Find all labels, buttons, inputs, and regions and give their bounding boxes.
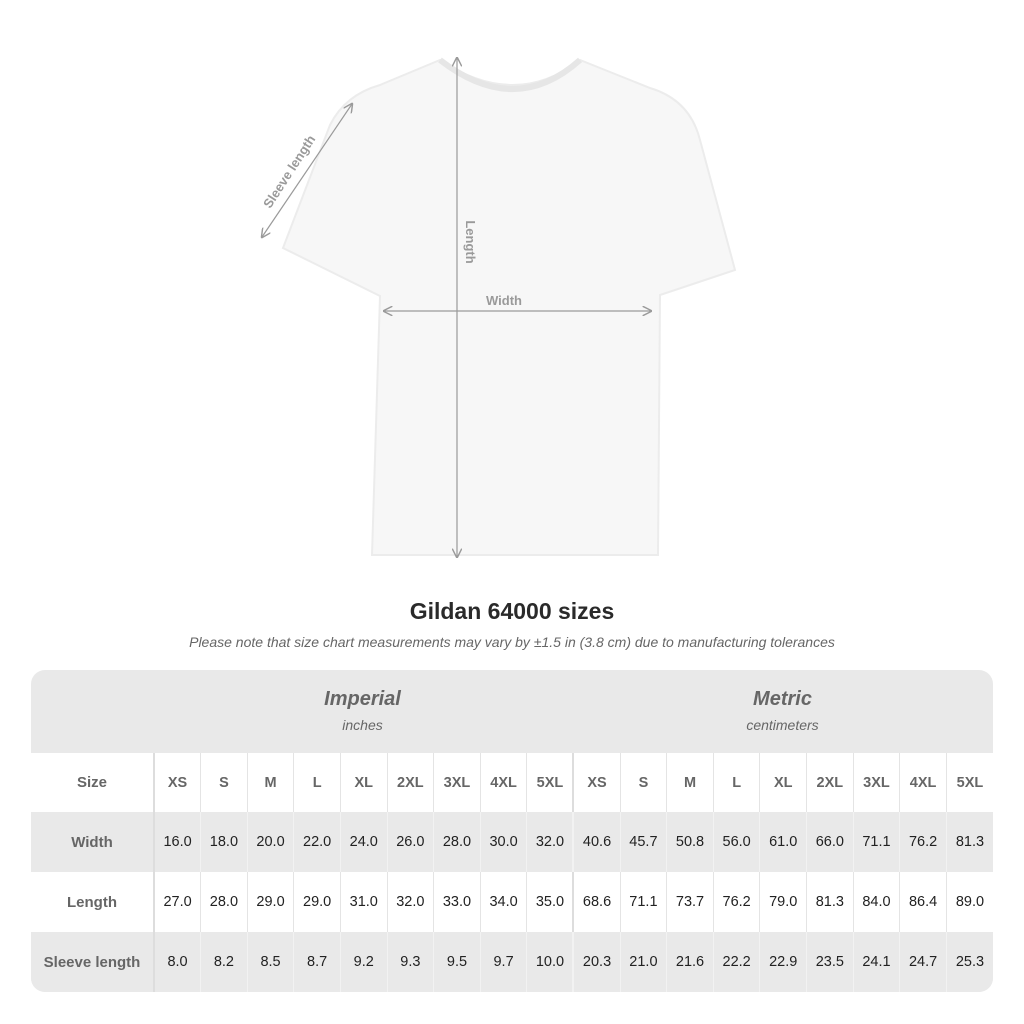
metric-value-cell: 66.0 (806, 812, 854, 872)
imperial-value-cell: 31.0 (339, 872, 388, 932)
imperial-size-xl: XL (339, 753, 388, 812)
width-label: Width (486, 293, 522, 308)
metric-size-4xl: 4XL (899, 753, 947, 812)
metric-size-xl: XL (759, 753, 807, 812)
metric-value-cell: 71.1 (852, 812, 900, 872)
imperial-value-cell: 24.0 (339, 812, 388, 872)
metric-value-cell: 21.0 (619, 932, 667, 992)
metric-value-cell: 71.1 (619, 872, 667, 932)
size-grid: Size XS S M L XL 2XL 3XL 4XL 5XL XS S M L XL 2XL 3XL 4XL 5… (31, 753, 993, 992)
tshirt-diagram: Sleeve length Length Width (260, 0, 737, 580)
imperial-size-3xl: 3XL (433, 753, 481, 812)
sleeve-length-line (262, 104, 352, 237)
imperial-title: Imperial (324, 688, 401, 710)
metric-value-cell: 40.6 (572, 812, 621, 872)
metric-value-cell: 45.7 (619, 812, 667, 872)
imperial-header: Imperial inches (153, 670, 572, 753)
tolerance-note: Please note that size chart measurements… (189, 634, 835, 650)
metric-value-cell: 24.7 (899, 932, 947, 992)
metric-value-cell: 25.3 (945, 932, 993, 992)
imperial-value-cell: 35.0 (526, 872, 574, 932)
metric-header: Metric centimeters (572, 670, 993, 753)
imperial-unit: inches (342, 717, 383, 733)
metric-size-m: M (666, 753, 714, 812)
metric-value-cell: 50.8 (666, 812, 714, 872)
imperial-value-cell: 18.0 (200, 812, 248, 872)
size-label: Size (31, 753, 155, 812)
imperial-size-l: L (293, 753, 341, 812)
metric-value-cell: 61.0 (759, 812, 807, 872)
imperial-value-cell: 22.0 (293, 812, 341, 872)
imperial-value-cell: 28.0 (200, 872, 248, 932)
row-label: Sleeve length (31, 932, 155, 992)
size-header-row: Size XS S M L XL 2XL 3XL 4XL 5XL XS S M L XL 2XL 3XL 4XL 5… (31, 753, 993, 812)
metric-size-l: L (712, 753, 760, 812)
metric-value-cell: 24.1 (852, 932, 900, 992)
table-row: Width 16.0 18.0 20.0 22.0 24.0 26.0 28.0 30.0 32.… (31, 812, 993, 872)
imperial-value-cell: 33.0 (433, 872, 481, 932)
imperial-value-cell: 28.0 (433, 812, 481, 872)
metric-value-cell: 73.7 (666, 872, 714, 932)
length-label: Length (463, 220, 478, 263)
imperial-value-cell: 20.0 (246, 812, 294, 872)
imperial-size-xs: XS (153, 753, 201, 812)
imperial-value-cell: 26.0 (386, 812, 434, 872)
metric-unit: centimeters (746, 717, 819, 733)
imperial-size-2xl: 2XL (386, 753, 434, 812)
imperial-value-cell: 9.7 (479, 932, 527, 992)
metric-value-cell: 56.0 (712, 812, 760, 872)
imperial-value-cell: 9.2 (339, 932, 388, 992)
metric-value-cell: 76.2 (899, 812, 947, 872)
row-label: Width (31, 812, 155, 872)
metric-title: Metric (753, 688, 812, 710)
imperial-size-s: S (200, 753, 248, 812)
table-row: Sleeve length 8.0 8.2 8.5 8.7 9.2 9.3 9.5 9.7 10.… (31, 932, 993, 992)
metric-value-cell: 21.6 (666, 932, 714, 992)
table-row: Length 27.0 28.0 29.0 29.0 31.0 32.0 33.0 34.0 35… (31, 872, 993, 932)
imperial-value-cell: 32.0 (386, 872, 434, 932)
metric-size-3xl: 3XL (852, 753, 900, 812)
imperial-value-cell: 32.0 (526, 812, 574, 872)
metric-value-cell: 23.5 (806, 932, 854, 992)
imperial-value-cell: 29.0 (293, 872, 341, 932)
metric-value-cell: 81.3 (945, 812, 993, 872)
imperial-value-cell: 8.7 (293, 932, 341, 992)
imperial-size-5xl: 5XL (526, 753, 574, 812)
size-table: Imperial inches Metric centimeters Size X… (31, 670, 993, 992)
imperial-value-cell: 9.3 (386, 932, 434, 992)
metric-value-cell: 76.2 (712, 872, 760, 932)
metric-value-cell: 68.6 (572, 872, 621, 932)
imperial-value-cell: 34.0 (479, 872, 527, 932)
metric-size-xs: XS (572, 753, 621, 812)
imperial-value-cell: 16.0 (153, 812, 201, 872)
imperial-size-4xl: 4XL (479, 753, 527, 812)
metric-value-cell: 84.0 (852, 872, 900, 932)
imperial-size-m: M (246, 753, 294, 812)
metric-size-5xl: 5XL (945, 753, 993, 812)
metric-value-cell: 22.2 (712, 932, 760, 992)
imperial-value-cell: 9.5 (433, 932, 481, 992)
imperial-value-cell: 8.5 (246, 932, 294, 992)
imperial-value-cell: 8.0 (153, 932, 201, 992)
metric-value-cell: 79.0 (759, 872, 807, 932)
imperial-value-cell: 10.0 (526, 932, 574, 992)
metric-value-cell: 86.4 (899, 872, 947, 932)
metric-value-cell: 81.3 (806, 872, 854, 932)
metric-size-2xl: 2XL (806, 753, 854, 812)
page-title: Gildan 64000 sizes (409, 598, 615, 624)
metric-value-cell: 22.9 (759, 932, 807, 992)
imperial-value-cell: 8.2 (200, 932, 248, 992)
metric-size-s: S (619, 753, 667, 812)
row-label: Length (31, 872, 155, 932)
imperial-value-cell: 30.0 (479, 812, 527, 872)
imperial-value-cell: 27.0 (153, 872, 201, 932)
metric-value-cell: 89.0 (945, 872, 993, 932)
imperial-value-cell: 29.0 (246, 872, 294, 932)
metric-value-cell: 20.3 (572, 932, 621, 992)
